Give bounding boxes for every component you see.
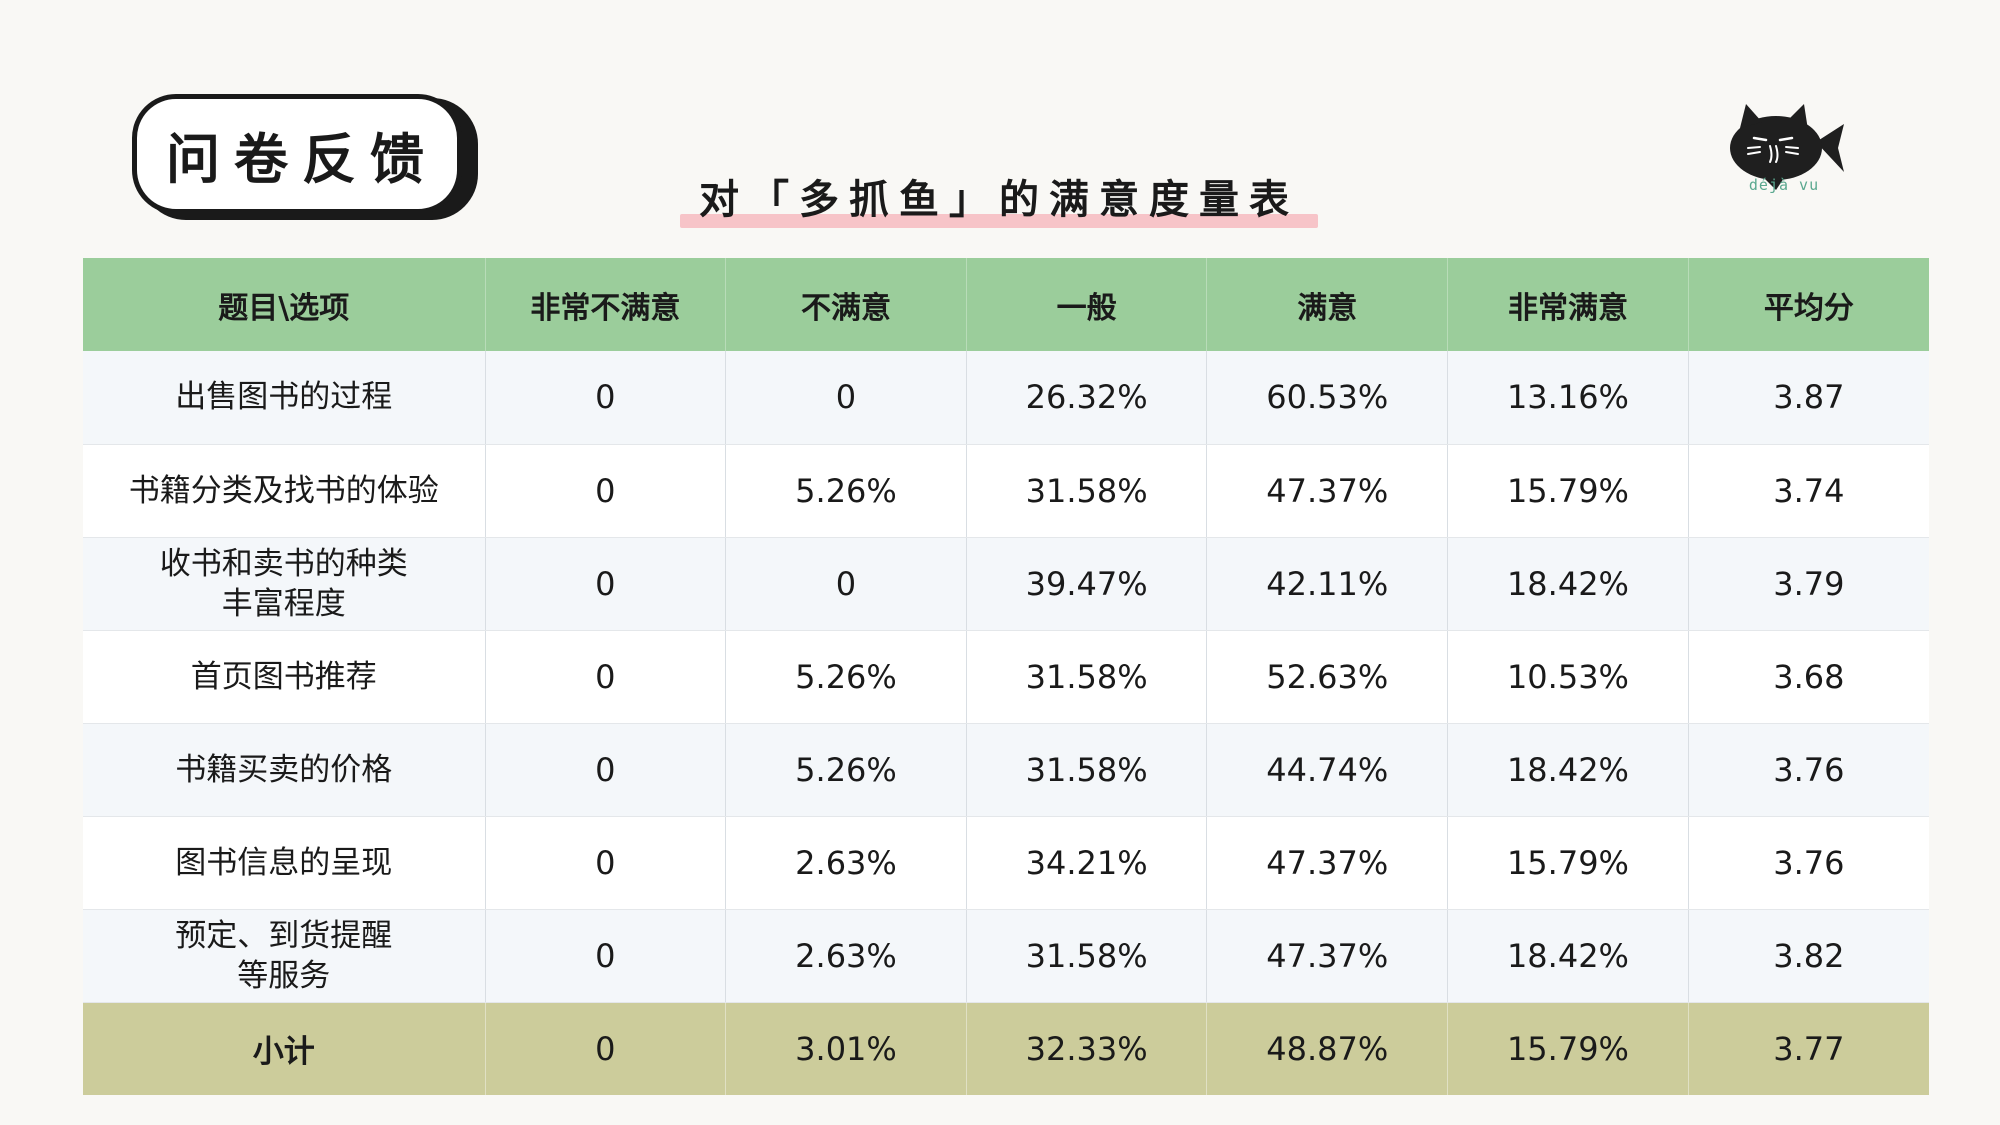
table-cell: 0 xyxy=(485,723,727,817)
table-cell: 3.68 xyxy=(1688,630,1929,724)
table-cell: 18.42% xyxy=(1447,537,1689,631)
header-cell: 一般 xyxy=(966,258,1208,351)
table-cell: 60.53% xyxy=(1206,351,1449,445)
table-cell: 18.42% xyxy=(1447,723,1689,817)
row-label-line: 首页图书推荐 xyxy=(190,658,377,695)
total-cell: 3.77 xyxy=(1688,1002,1929,1095)
table-cell: 0 xyxy=(725,537,967,631)
table-cell: 39.47% xyxy=(966,537,1208,631)
table-cell: 26.32% xyxy=(966,351,1208,445)
table-cell: 13.16% xyxy=(1447,351,1689,445)
table-cell: 2.63% xyxy=(725,816,967,910)
table-cell: 31.58% xyxy=(966,909,1208,1003)
table-cell: 42.11% xyxy=(1206,537,1449,631)
total-label: 小计 xyxy=(83,1002,486,1095)
row-label: 书籍分类及找书的体验 xyxy=(83,444,486,538)
table-cell: 34.21% xyxy=(966,816,1208,910)
table-cell: 3.87 xyxy=(1688,351,1929,445)
table-cell: 15.79% xyxy=(1447,444,1689,538)
table-cell: 3.74 xyxy=(1688,444,1929,538)
table-row: 图书信息的呈现 0 2.63% 34.21% 47.37% 15.79% 3.7… xyxy=(83,816,1929,910)
table-header-row: 题目\选项 非常不满意 不满意 一般 满意 非常满意 平均分 xyxy=(83,258,1929,351)
row-label: 图书信息的呈现 xyxy=(83,816,486,910)
table-total-row: 小计 0 3.01% 32.33% 48.87% 15.79% 3.77 xyxy=(83,1002,1929,1095)
table-row: 收书和卖书的种类 丰富程度 0 0 39.47% 42.11% 18.42% 3.… xyxy=(83,537,1929,631)
page-title: 问卷反馈 xyxy=(166,127,438,191)
total-cell: 32.33% xyxy=(966,1002,1208,1095)
header-cell: 题目\选项 xyxy=(83,258,486,351)
total-cell: 48.87% xyxy=(1206,1002,1449,1095)
table-cell: 0 xyxy=(725,351,967,445)
header-cell: 满意 xyxy=(1206,258,1449,351)
table-cell: 5.26% xyxy=(725,444,967,538)
table-cell: 31.58% xyxy=(966,630,1208,724)
table-cell: 0 xyxy=(485,909,727,1003)
header-cell: 非常不满意 xyxy=(485,258,727,351)
table-cell: 10.53% xyxy=(1447,630,1689,724)
table-cell: 0 xyxy=(485,351,727,445)
table-cell: 3.79 xyxy=(1688,537,1929,631)
subtitle: 对「多抓鱼」的满意度量表 xyxy=(699,177,1299,223)
title-badge: 问卷反馈 xyxy=(132,94,462,214)
header-cell: 不满意 xyxy=(725,258,967,351)
table-cell: 0 xyxy=(485,816,727,910)
cat-fish-icon xyxy=(1730,104,1844,190)
table-row: 预定、到货提醒 等服务 0 2.63% 31.58% 47.37% 18.42% … xyxy=(83,909,1929,1003)
row-label-line: 预定、到货提醒 xyxy=(175,917,393,954)
row-label-line: 书籍分类及找书的体验 xyxy=(128,472,439,509)
table-cell: 5.26% xyxy=(725,630,967,724)
table-row: 书籍分类及找书的体验 0 5.26% 31.58% 47.37% 15.79% … xyxy=(83,444,1929,538)
table-cell: 52.63% xyxy=(1206,630,1449,724)
table-cell: 47.37% xyxy=(1206,909,1449,1003)
table-cell: 3.76 xyxy=(1688,816,1929,910)
table-cell: 0 xyxy=(485,630,727,724)
total-cell: 3.01% xyxy=(725,1002,967,1095)
table-cell: 44.74% xyxy=(1206,723,1449,817)
subtitle-highlight xyxy=(680,214,1318,228)
table-cell: 31.58% xyxy=(966,444,1208,538)
row-label-line: 等服务 xyxy=(237,957,331,994)
table-row: 出售图书的过程 0 0 26.32% 60.53% 13.16% 3.87 xyxy=(83,351,1929,445)
table-cell: 3.76 xyxy=(1688,723,1929,817)
table-row: 书籍买卖的价格 0 5.26% 31.58% 44.74% 18.42% 3.7… xyxy=(83,723,1929,817)
header-cell: 非常满意 xyxy=(1447,258,1689,351)
row-label: 收书和卖书的种类 丰富程度 xyxy=(83,537,486,631)
subtitle-block: 对「多抓鱼」的满意度量表 xyxy=(680,168,1318,232)
table-cell: 47.37% xyxy=(1206,444,1449,538)
table-row: 首页图书推荐 0 5.26% 31.58% 52.63% 10.53% 3.68 xyxy=(83,630,1929,724)
row-label: 书籍买卖的价格 xyxy=(83,723,486,817)
table-cell: 3.82 xyxy=(1688,909,1929,1003)
row-label-line: 丰富程度 xyxy=(221,585,346,622)
total-cell: 0 xyxy=(485,1002,727,1095)
row-label: 出售图书的过程 xyxy=(83,351,486,445)
row-label-line: 出售图书的过程 xyxy=(175,379,393,416)
table-cell: 18.42% xyxy=(1447,909,1689,1003)
table-cell: 0 xyxy=(485,537,727,631)
table-cell: 5.26% xyxy=(725,723,967,817)
table-cell: 0 xyxy=(485,444,727,538)
row-label: 预定、到货提醒 等服务 xyxy=(83,909,486,1003)
table-cell: 15.79% xyxy=(1447,816,1689,910)
table-cell: 47.37% xyxy=(1206,816,1449,910)
row-label-line: 图书信息的呈现 xyxy=(175,844,393,881)
total-cell: 15.79% xyxy=(1447,1002,1689,1095)
row-label: 首页图书推荐 xyxy=(83,630,486,724)
table-cell: 2.63% xyxy=(725,909,967,1003)
row-label-line: 收书和卖书的种类 xyxy=(159,545,408,582)
table-cell: 31.58% xyxy=(966,723,1208,817)
satisfaction-table: 题目\选项 非常不满意 不满意 一般 满意 非常满意 平均分 出售图书的过程 0… xyxy=(83,258,1929,1095)
header-cell: 平均分 xyxy=(1688,258,1929,351)
row-label-line: 书籍买卖的价格 xyxy=(175,751,393,788)
logo-caption: déjà vu xyxy=(1748,176,1820,194)
